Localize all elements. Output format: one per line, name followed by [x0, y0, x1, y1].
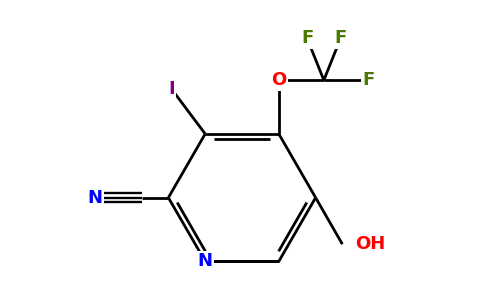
Text: F: F — [363, 71, 375, 89]
Text: F: F — [301, 29, 313, 47]
Text: OH: OH — [355, 235, 386, 253]
Text: N: N — [197, 252, 212, 270]
Text: I: I — [168, 80, 175, 98]
Text: F: F — [334, 29, 347, 47]
Text: N: N — [87, 189, 102, 207]
Text: O: O — [271, 71, 287, 89]
